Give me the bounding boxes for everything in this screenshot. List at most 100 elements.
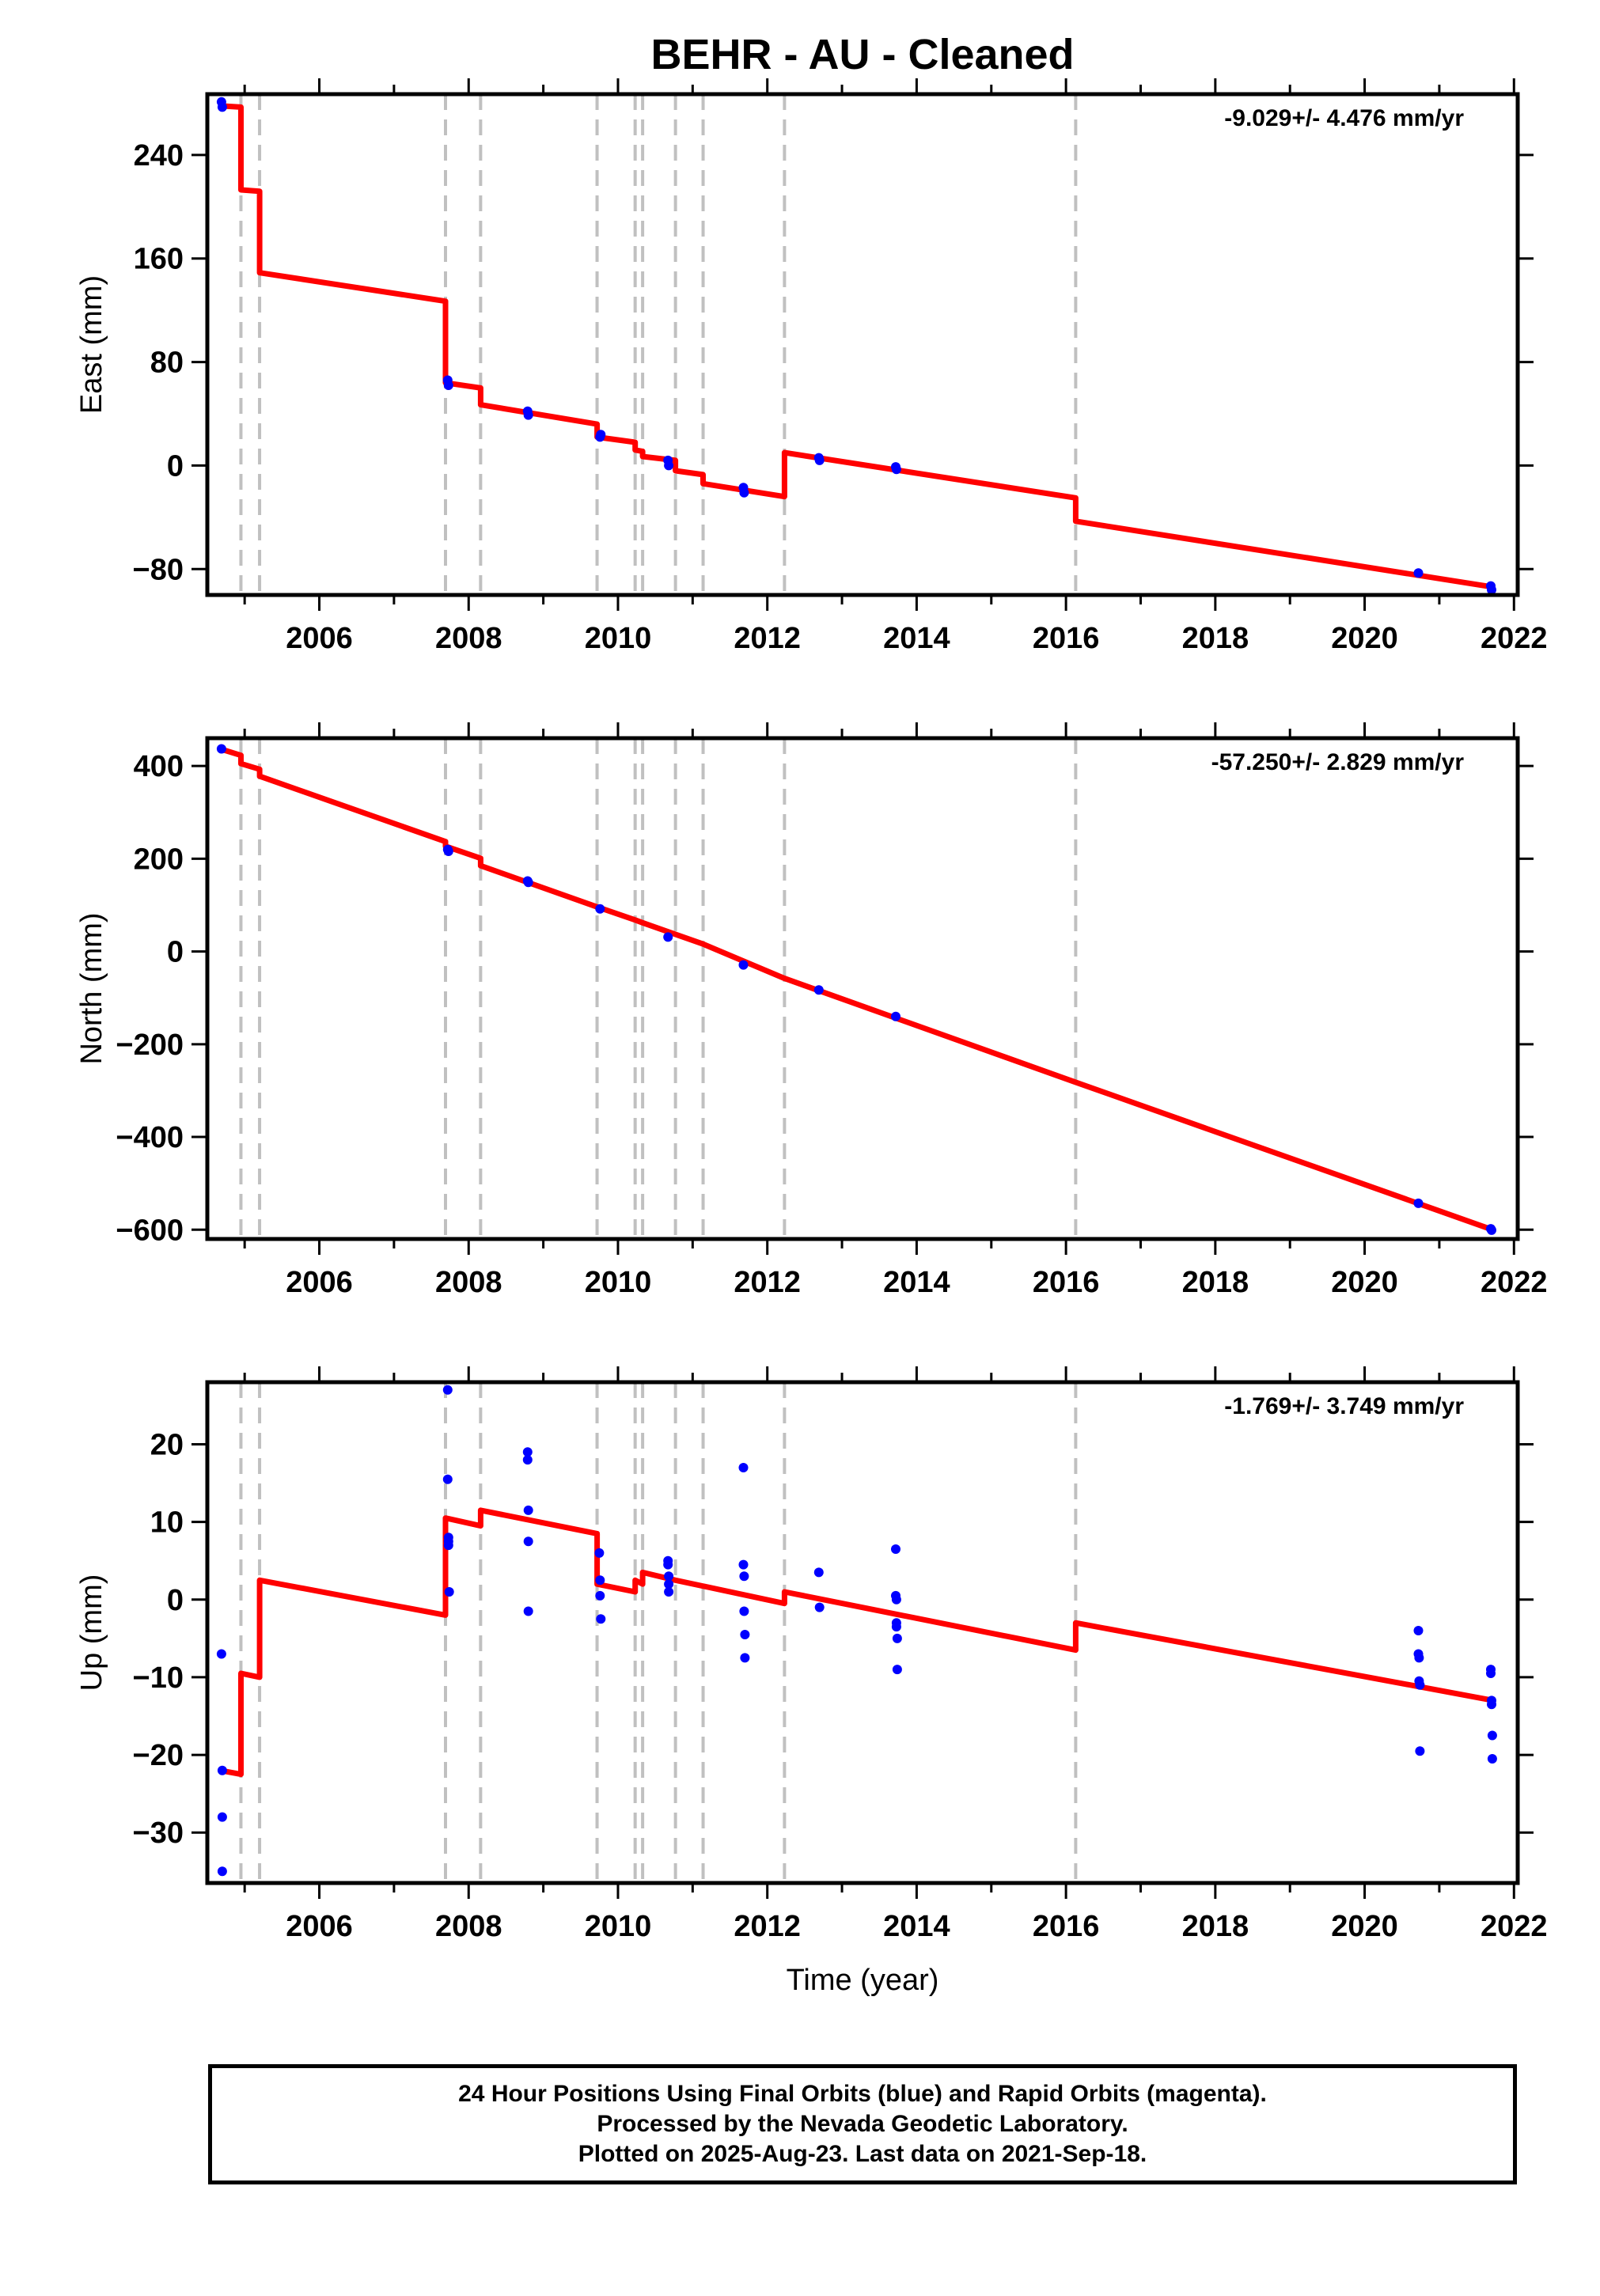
east-data-point — [443, 381, 453, 390]
up-data-point — [595, 1575, 605, 1586]
up-data-point — [663, 1559, 673, 1570]
east-y-tick-label: 160 — [134, 243, 184, 276]
east-frame — [205, 92, 1520, 597]
east-data-point — [1487, 585, 1496, 595]
east-data-point — [739, 487, 749, 498]
up-data-point — [442, 1474, 453, 1484]
north-data-point — [891, 1011, 900, 1021]
up-x-tick-label: 2010 — [585, 1910, 652, 1943]
up-y-tick-label: 0 — [167, 1584, 184, 1617]
north-x-tick-label: 2010 — [585, 1266, 652, 1299]
up-x-tick-label: 2008 — [435, 1910, 502, 1943]
north-panel: 2006 2008 2010 2012 2014 2016 2018 2020 2022 −600… — [75, 722, 1548, 1299]
north-x-tick-label: 2022 — [1481, 1266, 1548, 1299]
east-rate-label: -9.029+/- 4.476 mm/yr — [1224, 105, 1464, 131]
up-y-tick-label: 20 — [150, 1429, 184, 1462]
up-data-point — [891, 1594, 901, 1605]
north-data-point — [1413, 1198, 1424, 1208]
up-data-point — [216, 1649, 226, 1659]
up-y-tick-label: 10 — [150, 1506, 184, 1540]
up-data-point — [739, 1606, 749, 1616]
up-y-tick-label: −10 — [133, 1661, 184, 1695]
up-data-point — [522, 1447, 533, 1457]
up-data-point — [892, 1665, 902, 1675]
north-frame — [205, 736, 1520, 1241]
up-data-point — [1487, 1730, 1497, 1741]
up-data-point — [891, 1544, 900, 1554]
east-x-tick-label: 2016 — [1033, 622, 1100, 655]
north-data-point — [663, 932, 673, 942]
chart-title: BEHR - AU - Cleaned — [650, 31, 1075, 78]
up-data-point — [1487, 1754, 1497, 1764]
up-x-tick-label: 2022 — [1481, 1910, 1548, 1943]
east-data-point — [596, 430, 606, 440]
east-model-line — [219, 103, 1495, 590]
up-data-point — [814, 1602, 825, 1612]
east-x-tick-label: 2014 — [883, 622, 950, 655]
east-x-tick-label: 2018 — [1182, 622, 1249, 655]
up-data-point — [596, 1614, 606, 1624]
north-data-point — [216, 744, 226, 754]
east-data-point — [814, 455, 825, 465]
east-x-tick-label: 2006 — [286, 622, 353, 655]
north-x-tick-label: 2006 — [286, 1266, 353, 1299]
north-y-tick-label: 200 — [134, 843, 184, 876]
north-data-point — [523, 877, 533, 888]
east-panel: 2006 2008 2010 2012 2014 2016 2018 2020 2022 −80 0… — [75, 78, 1548, 655]
up-data-point — [813, 1567, 824, 1578]
east-x-tick-label: 2020 — [1331, 622, 1398, 655]
up-data-point — [442, 1385, 453, 1395]
east-x-tick-label: 2012 — [734, 622, 801, 655]
up-data-point — [664, 1587, 674, 1597]
east-y-tick-label: 80 — [150, 347, 184, 380]
north-data-point — [813, 985, 824, 995]
up-data-point — [738, 1463, 749, 1472]
up-x-tick-label: 2018 — [1182, 1910, 1249, 1943]
up-data-point — [1413, 1626, 1424, 1635]
up-data-point — [739, 1571, 749, 1582]
up-x-tick-label: 2020 — [1331, 1910, 1398, 1943]
footer-info-box: 24 Hour Positions Using Final Orbits (bl… — [208, 2064, 1517, 2184]
north-y-tick-label: 400 — [134, 750, 184, 783]
north-y-tick-label: −600 — [116, 1214, 184, 1247]
up-data-point — [740, 1630, 750, 1639]
up-x-tick-label: 2006 — [286, 1910, 353, 1943]
up-rate-label: -1.769+/- 3.749 mm/yr — [1224, 1393, 1464, 1419]
up-data-point — [522, 1455, 533, 1465]
footer-line-processed: Processed by the Nevada Geodetic Laborat… — [597, 2111, 1128, 2137]
up-data-point — [892, 1633, 902, 1643]
up-data-point — [444, 1587, 454, 1597]
east-data-point — [523, 410, 533, 420]
up-data-point — [523, 1536, 533, 1547]
up-x-tick-label: 2012 — [734, 1910, 801, 1943]
up-data-point — [594, 1548, 605, 1558]
up-data-point — [595, 1590, 605, 1601]
north-rate-label: -57.250+/- 2.829 mm/yr — [1211, 749, 1465, 775]
up-data-point — [443, 1540, 453, 1551]
north-x-tick-label: 2008 — [435, 1266, 502, 1299]
north-x-tick-label: 2016 — [1033, 1266, 1100, 1299]
east-x-tick-label: 2022 — [1481, 622, 1548, 655]
up-y-axis-label: Up (mm) — [75, 1574, 108, 1692]
east-y-axis-label: East (mm) — [75, 275, 108, 414]
up-data-point — [523, 1606, 533, 1616]
north-x-tick-label: 2020 — [1331, 1266, 1398, 1299]
footer-line-orbits: 24 Hour Positions Using Final Orbits (bl… — [458, 2081, 1267, 2107]
up-data-point — [1415, 1680, 1425, 1690]
up-panel: 2006 2008 2010 2012 2014 2016 2018 2020 2022−30−… — [75, 1366, 1548, 1997]
north-x-tick-label: 2012 — [734, 1266, 801, 1299]
up-data-point — [740, 1653, 750, 1663]
east-x-tick-label: 2010 — [585, 622, 652, 655]
east-y-tick-label: 0 — [167, 449, 184, 483]
north-data-point — [1487, 1225, 1496, 1235]
up-data-point — [1414, 1653, 1424, 1663]
station-timeseries-plots: 2006 2008 2010 2012 2014 2016 2018 2020 2022−800… — [75, 78, 1548, 1997]
up-data-point — [1415, 1746, 1425, 1756]
up-data-point — [1487, 1699, 1496, 1710]
up-y-tick-label: −20 — [133, 1739, 184, 1772]
north-data-point — [595, 904, 605, 914]
up-y-tick-label: −30 — [133, 1817, 184, 1850]
up-data-point — [738, 1559, 749, 1570]
east-data-point — [217, 102, 227, 112]
up-model-line — [219, 1507, 1495, 1778]
